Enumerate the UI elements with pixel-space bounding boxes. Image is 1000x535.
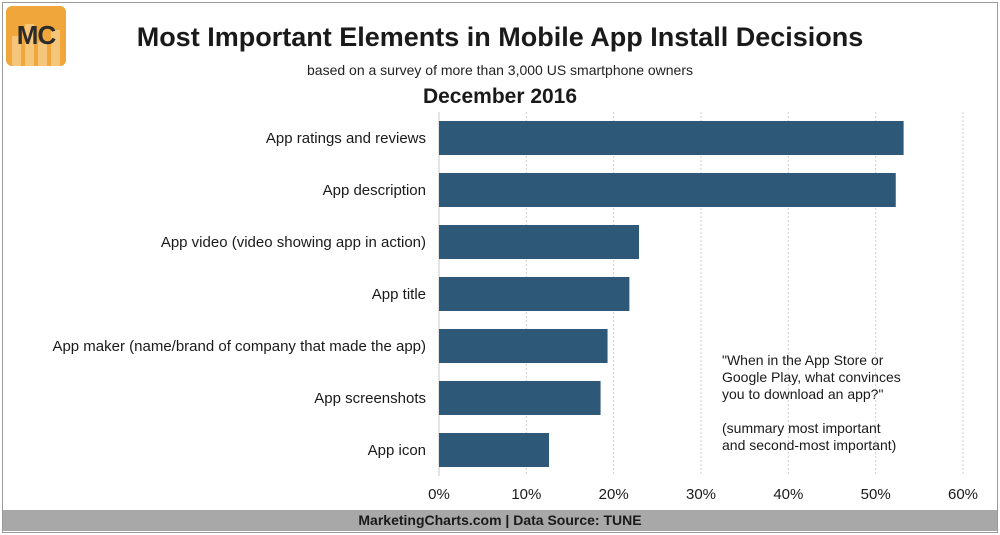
survey-note: "When in the App Store or Google Play, w… bbox=[722, 352, 972, 454]
logo-bar bbox=[38, 42, 47, 66]
category-label: App video (video showing app in action) bbox=[161, 234, 426, 251]
chart-subtitle: based on a survey of more than 3,000 US … bbox=[307, 62, 693, 78]
logo-bar bbox=[25, 24, 34, 66]
bar bbox=[439, 329, 608, 363]
category-label: App description bbox=[323, 182, 426, 199]
marketingcharts-logo: MC bbox=[6, 6, 66, 66]
survey-detail: (summary most important and second-most … bbox=[722, 420, 897, 453]
logo-bar bbox=[51, 30, 60, 66]
bar bbox=[439, 433, 550, 467]
x-tick-label: 50% bbox=[861, 486, 891, 503]
x-tick-label: 0% bbox=[428, 486, 450, 503]
category-label: App icon bbox=[368, 442, 426, 459]
bar bbox=[439, 121, 904, 155]
bar bbox=[439, 277, 630, 311]
chart-period: December 2016 bbox=[422, 85, 578, 108]
category-label: App title bbox=[372, 286, 426, 303]
x-tick-label: 20% bbox=[599, 486, 629, 503]
bar bbox=[439, 173, 896, 207]
bar bbox=[439, 381, 601, 415]
category-label: App ratings and reviews bbox=[266, 130, 426, 147]
survey-question: "When in the App Store or Google Play, w… bbox=[722, 352, 901, 402]
category-label: App screenshots bbox=[314, 390, 426, 407]
x-tick-label: 60% bbox=[948, 486, 978, 503]
bar bbox=[439, 225, 639, 259]
x-tick-label: 10% bbox=[511, 486, 541, 503]
logo-bar bbox=[12, 36, 21, 66]
x-tick-label: 40% bbox=[773, 486, 803, 503]
logo-text: MC bbox=[16, 20, 56, 50]
x-tick-label: 30% bbox=[686, 486, 716, 503]
category-label: App maker (name/brand of company that ma… bbox=[52, 338, 426, 355]
footer-source: MarketingCharts.com | Data Source: TUNE bbox=[3, 510, 997, 531]
chart-title: Most Important Elements in Mobile App In… bbox=[136, 22, 864, 52]
